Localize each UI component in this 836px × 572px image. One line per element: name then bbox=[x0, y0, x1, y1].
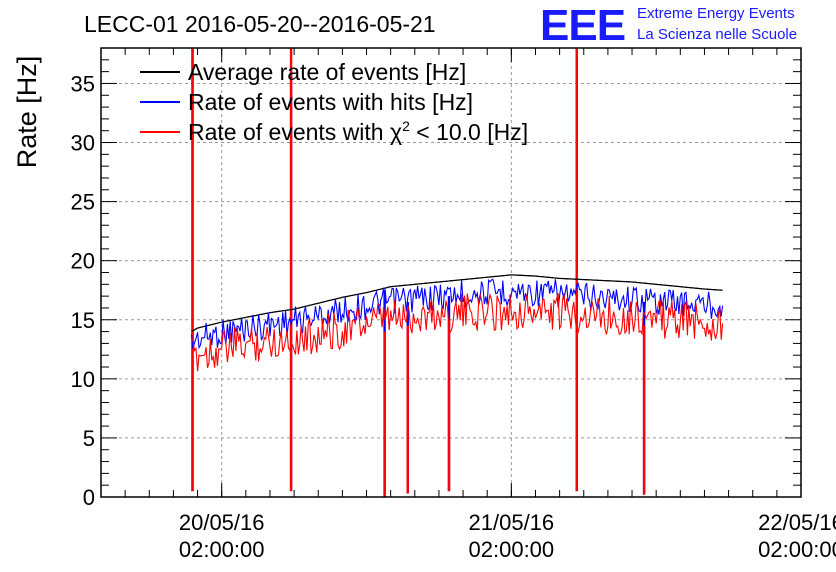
logo-letters: EEE bbox=[540, 1, 625, 50]
legend-label: Rate of events with χ2 < 10.0 [Hz] bbox=[188, 118, 528, 145]
x-tick-label-date: 22/05/16 bbox=[758, 510, 836, 535]
y-tick-label: 0 bbox=[83, 485, 95, 510]
axes: 0510152025303520/05/1602:00:0021/05/1602… bbox=[71, 47, 836, 562]
series-line bbox=[191, 274, 723, 333]
plot-series bbox=[190, 48, 724, 497]
grid bbox=[101, 48, 801, 497]
logo-line-1: Extreme Energy Events bbox=[637, 5, 795, 22]
y-tick-label: 35 bbox=[71, 71, 95, 96]
logo: EEE Extreme Energy Events La Scienza nel… bbox=[540, 1, 797, 50]
y-tick-label: 10 bbox=[71, 367, 95, 392]
legend: Average rate of events [Hz] Rate of event… bbox=[140, 59, 528, 145]
y-tick-label: 30 bbox=[71, 131, 95, 156]
y-tick-label: 5 bbox=[83, 426, 95, 451]
x-tick-label-date: 20/05/16 bbox=[179, 510, 265, 535]
y-tick-label: 25 bbox=[71, 190, 95, 215]
chart-title: LECC-01 2016-05-20--2016-05-21 bbox=[84, 11, 436, 37]
logo-line-2: La Scienza nelle Scuole bbox=[637, 26, 797, 43]
legend-label: Rate of events with hits [Hz] bbox=[188, 89, 473, 115]
y-tick-label: 20 bbox=[71, 249, 95, 274]
legend-label: Average rate of events [Hz] bbox=[188, 59, 466, 85]
x-tick-label-time: 02:00:00 bbox=[469, 537, 555, 562]
x-tick-label-date: 21/05/16 bbox=[469, 510, 555, 535]
series-line bbox=[191, 292, 724, 372]
y-axis-label: Rate [Hz] bbox=[12, 56, 42, 169]
y-tick-label: 15 bbox=[71, 308, 95, 333]
spike-group bbox=[191, 48, 646, 497]
plot-frame bbox=[100, 47, 802, 498]
x-tick-label-time: 02:00:00 bbox=[179, 537, 265, 562]
x-tick-label-time: 02:00:00 bbox=[758, 537, 836, 562]
